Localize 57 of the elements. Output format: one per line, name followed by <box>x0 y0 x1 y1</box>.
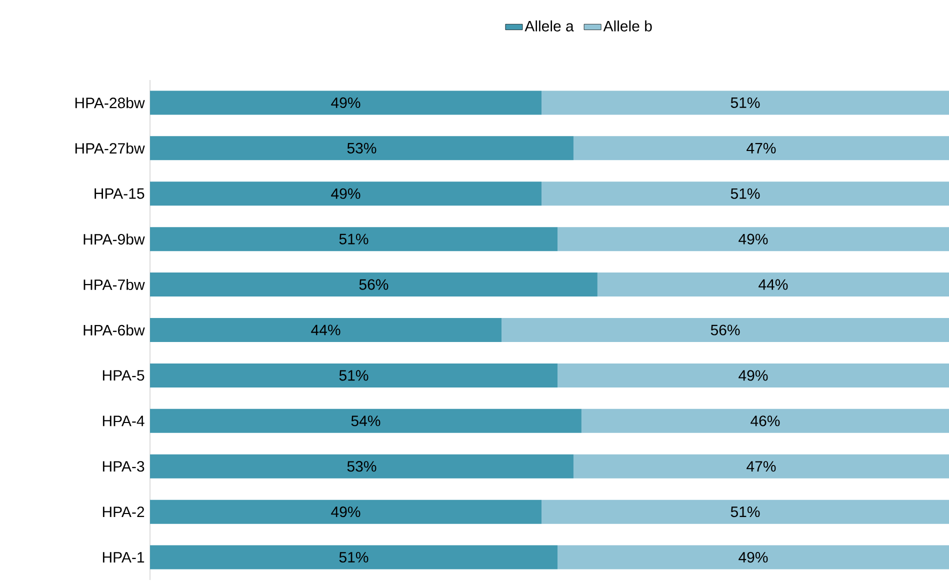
bar <box>150 408 582 433</box>
data-label: 49% <box>738 370 768 381</box>
y-tick-label: HPA-4 <box>102 416 144 426</box>
bar <box>150 90 542 115</box>
data-label: 44% <box>311 324 340 336</box>
bar <box>542 182 949 206</box>
bar <box>150 545 558 570</box>
bar <box>150 363 558 388</box>
bar <box>150 272 598 297</box>
y-tick-label: HPA-5 <box>102 370 144 381</box>
legend-label: Allele b <box>603 20 652 32</box>
data-label: 51% <box>339 234 368 244</box>
bar <box>150 500 542 524</box>
data-label: 51% <box>730 188 760 199</box>
y-tick-label: HPA-2 <box>102 506 144 518</box>
data-label: 49% <box>331 188 360 199</box>
data-label: 56% <box>359 279 388 290</box>
y-tick-label: HPA-1 <box>102 552 144 562</box>
legend-label: Allele a <box>524 20 574 32</box>
data-label: 51% <box>339 370 368 381</box>
data-label: 44% <box>758 279 788 290</box>
bar <box>573 454 949 478</box>
bar <box>150 136 574 160</box>
data-label: 53% <box>347 142 376 154</box>
bar <box>557 545 949 570</box>
y-tick-label: HPA-9bw <box>84 234 145 245</box>
y-tick-label: HPA-3 <box>102 461 144 472</box>
data-label: 54% <box>351 416 380 426</box>
y-tick-label: HPA-27bw <box>75 142 145 154</box>
data-label: 49% <box>738 552 768 563</box>
data-label: 49% <box>738 234 768 244</box>
bar <box>150 454 574 478</box>
data-label: 46% <box>750 416 780 426</box>
bar <box>150 318 502 342</box>
y-tick-label: HPA-7bw <box>84 279 145 290</box>
bar <box>597 272 949 297</box>
data-label: 49% <box>331 97 360 108</box>
data-label: 47% <box>746 461 776 472</box>
bar <box>150 182 542 206</box>
data-label: 53% <box>347 461 376 472</box>
data-label: 51% <box>730 506 760 518</box>
bar <box>542 90 949 115</box>
bar <box>557 363 949 388</box>
y-tick-label: HPA-15 <box>94 188 144 199</box>
bar <box>557 227 949 252</box>
bar <box>150 227 558 252</box>
data-label: 51% <box>339 552 368 563</box>
bar <box>502 318 949 342</box>
data-label: 56% <box>710 324 740 336</box>
y-tick-label: HPA-6bw <box>84 324 145 336</box>
bar <box>542 500 949 524</box>
data-label: 51% <box>730 97 760 108</box>
data-label: 49% <box>331 506 360 518</box>
y-tick-label: HPA-28bw <box>75 97 145 108</box>
data-label: 47% <box>746 142 776 154</box>
bar <box>581 408 949 433</box>
bar <box>573 136 949 160</box>
